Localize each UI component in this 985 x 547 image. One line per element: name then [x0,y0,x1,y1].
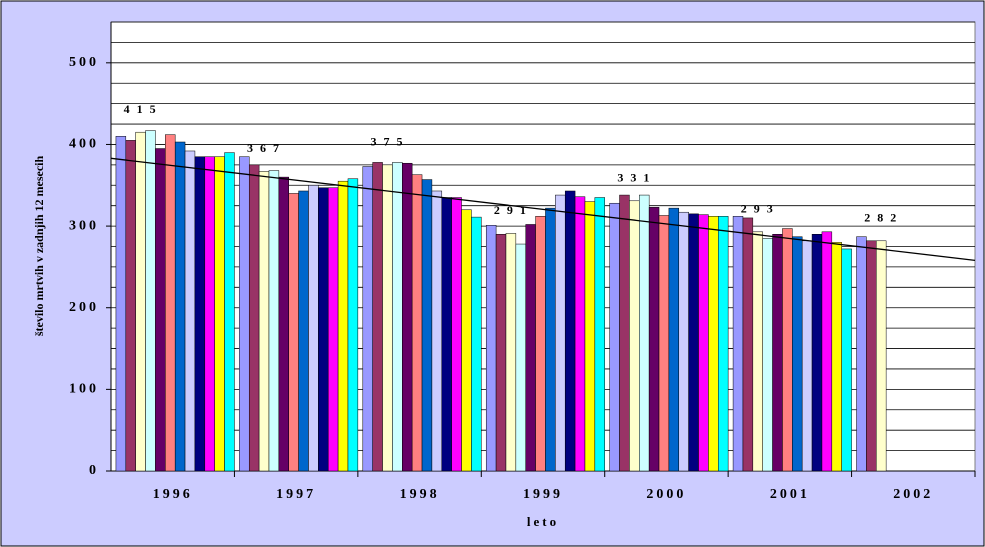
bar [421,179,433,472]
bar [876,240,887,472]
bar [515,243,526,472]
bar [732,216,744,472]
bar [792,236,803,472]
bar [258,171,270,472]
bar [298,190,309,472]
bar [801,240,813,472]
bar [856,236,867,472]
value-label: 2 8 2 [864,211,898,225]
bar [698,214,709,472]
x-axis-title: leto [527,514,559,529]
bar [772,234,783,472]
x-tick-label: 2000 [646,487,686,502]
bar [184,150,196,472]
bar [214,156,225,472]
bar [564,190,576,472]
bar [174,141,186,472]
bar [648,207,660,472]
bar [471,216,482,472]
y-tick-label: 0 [89,463,99,478]
y-tick-label: 400 [69,137,99,152]
bar [224,152,235,472]
bar [668,207,680,472]
bar [327,187,339,472]
bar [204,156,215,472]
y-axis-title: število mrtvih v zadnjih 12 mesecih [32,156,46,337]
x-tick-label: 2001 [770,487,810,502]
bar [742,217,754,472]
bar [288,193,299,472]
bar [555,194,566,472]
y-tick-label: 300 [69,218,99,233]
bar [372,162,383,472]
bar [639,194,650,472]
bar [658,215,670,472]
bar [485,225,497,472]
bar [594,197,605,472]
bar [239,156,250,472]
value-label: 4 1 5 [124,102,158,116]
bar [782,228,793,472]
value-label: 3 7 5 [370,135,404,149]
bar [584,201,596,472]
bar [145,130,156,472]
bar [525,224,536,472]
bar [461,209,472,472]
x-tick-label: 2002 [893,487,933,502]
y-tick-label: 200 [69,300,99,315]
bar [609,202,620,472]
bar [688,213,699,472]
bar [194,156,206,472]
bar [505,233,517,472]
bar [441,197,452,472]
bar [402,162,413,472]
bar [831,242,842,472]
bar [165,134,176,472]
bar [752,231,763,472]
bar [451,197,462,472]
bar [318,187,329,472]
trendline [110,157,976,262]
bar [431,190,443,472]
bar [248,164,260,472]
bar [762,238,773,472]
bar [545,207,556,472]
bar [629,200,640,472]
bar [337,180,349,472]
value-label: 3 6 7 [247,141,281,155]
y-tick-label: 100 [69,382,99,397]
y-tick-label: 500 [69,55,99,70]
bar [115,136,127,472]
bar [821,231,833,472]
bar [811,234,823,472]
x-tick-label: 1996 [153,487,193,502]
value-label: 2 9 3 [741,202,775,216]
value-label: 3 3 1 [617,171,651,185]
bar [411,174,423,472]
bar [574,196,586,472]
bar [308,185,319,472]
bar [278,176,289,472]
x-tick-label: 1999 [523,487,563,502]
bar [718,216,729,472]
bar [841,248,852,472]
x-tick-label: 1997 [276,487,316,502]
bar [535,216,546,472]
bar [268,170,280,472]
x-tick-label: 1998 [400,487,440,502]
bar [382,164,393,472]
bar [678,211,689,472]
bar [495,234,507,472]
bar [155,148,166,472]
bar [125,140,136,472]
bar [347,178,359,472]
bar [135,131,146,472]
bar [866,240,877,472]
bar [362,166,373,472]
bar [619,194,630,472]
bar [708,216,719,472]
bar [392,162,403,472]
